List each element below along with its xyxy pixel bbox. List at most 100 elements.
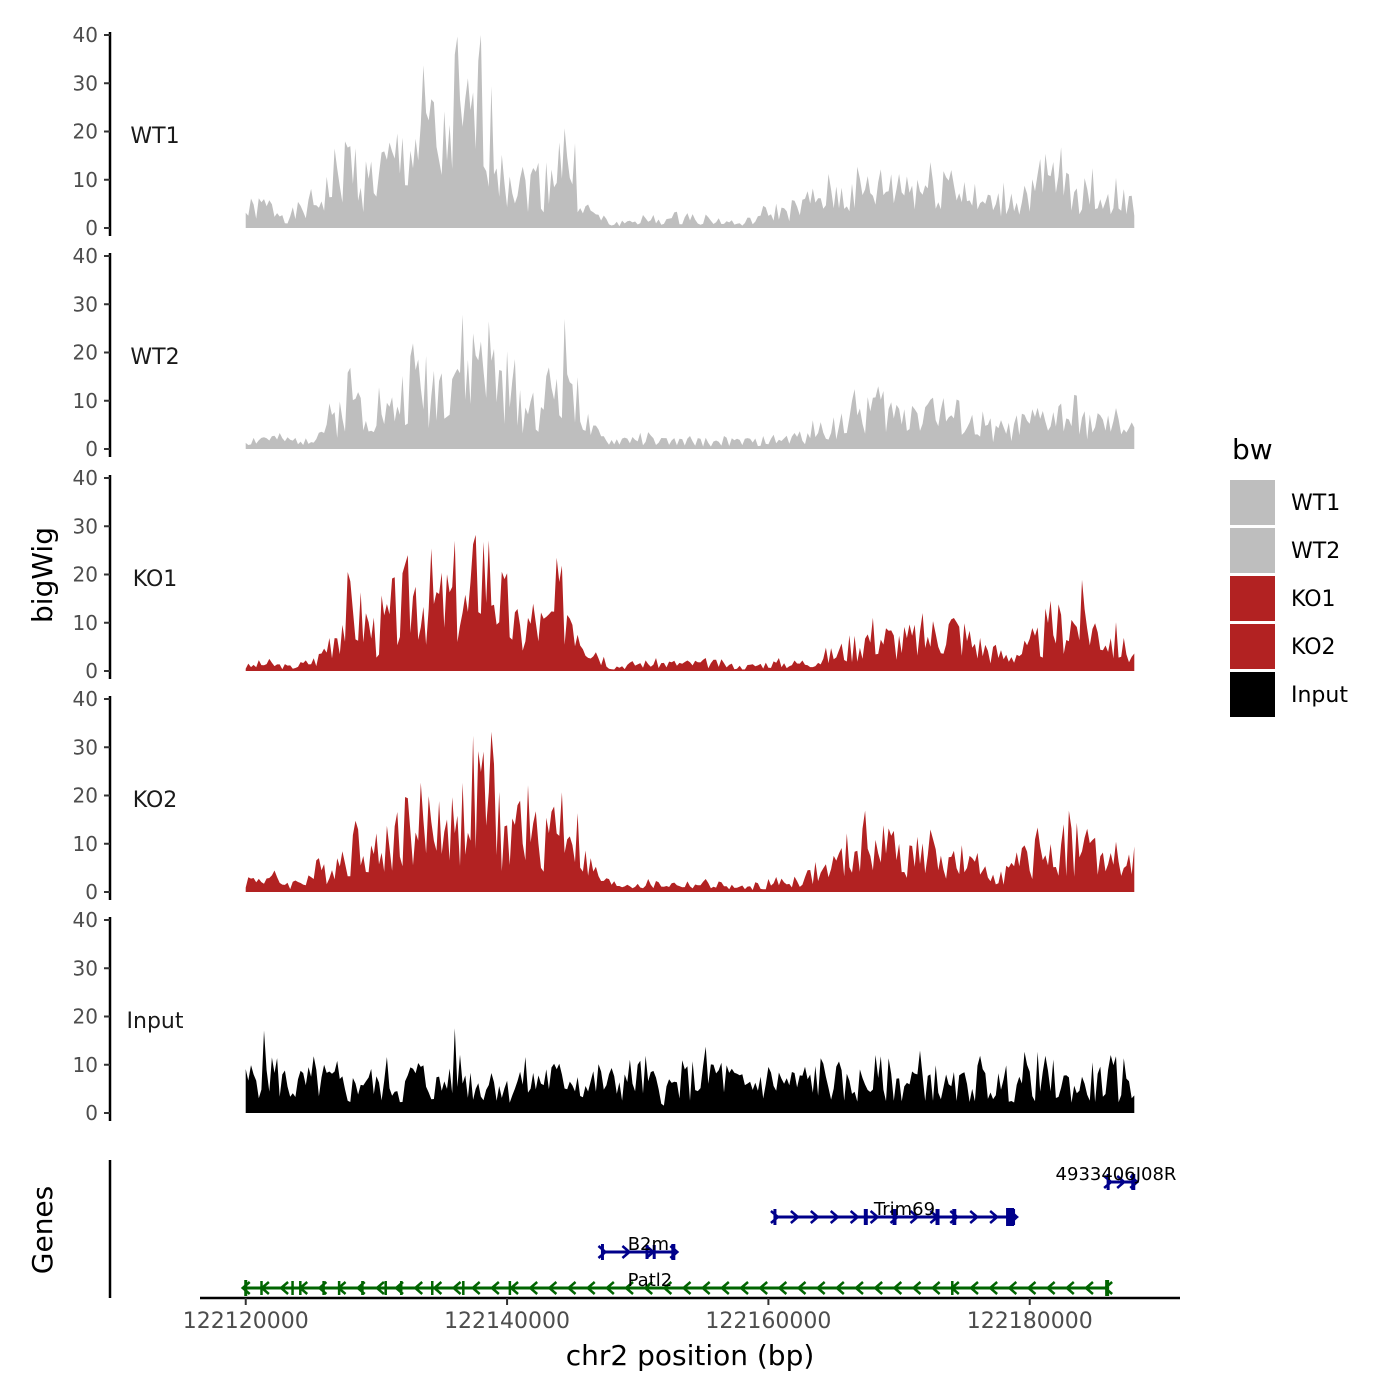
- genes-panel: 4933406J08R Trim69 B2m Patl2: [108, 1160, 1177, 1298]
- exon: [1006, 1208, 1015, 1226]
- strand-arrow: [869, 1210, 880, 1224]
- gene-patl2: Patl2: [240, 1270, 1113, 1296]
- gene-label: Trim69: [873, 1199, 935, 1220]
- exon: [952, 1209, 957, 1225]
- legend-swatch-wt1: [1230, 480, 1275, 525]
- gene-label: B2m: [628, 1234, 669, 1255]
- strand-arrow: [1045, 1281, 1056, 1295]
- y-tick-label: 0: [85, 659, 98, 683]
- strand-arrow: [834, 1281, 845, 1295]
- y-tick-label: 30: [73, 71, 98, 95]
- gene-label: 4933406J08R: [1056, 1164, 1177, 1185]
- exon: [431, 1281, 434, 1295]
- strand-arrow: [662, 1281, 673, 1295]
- exon: [508, 1281, 512, 1295]
- gene-b2m: B2m: [597, 1234, 680, 1260]
- y-tick-label: 30: [73, 514, 98, 538]
- genes-axis-title: Genes: [26, 1186, 59, 1274]
- y-tick-label: 30: [73, 292, 98, 316]
- track-ko1: 0 10 20 30 40 KO1: [73, 466, 1135, 683]
- track-wt1: 0 10 20 30 40 WT1: [73, 23, 1135, 240]
- strand-arrow: [374, 1281, 385, 1295]
- gene-4933406j08r: 4933406J08R: [1056, 1164, 1177, 1190]
- strand-arrow: [279, 1281, 289, 1295]
- strand-arrow: [1116, 1175, 1127, 1189]
- y-tick-label: 20: [73, 784, 98, 808]
- strand-arrow: [604, 1281, 615, 1295]
- strand-arrow: [777, 1281, 788, 1295]
- x-tick-label: 122120000: [183, 1309, 309, 1334]
- strand-arrow: [432, 1281, 443, 1295]
- exon: [600, 1244, 604, 1260]
- exon: [322, 1281, 325, 1295]
- exon: [244, 1280, 248, 1296]
- strand-arrow: [911, 1281, 922, 1295]
- strand-arrow: [809, 1210, 820, 1224]
- y-tick-label: 40: [73, 908, 98, 932]
- exon: [260, 1281, 263, 1295]
- y-tick-label: 0: [85, 1101, 98, 1125]
- exon: [773, 1209, 777, 1225]
- strand-arrow: [1103, 1175, 1114, 1189]
- strand-arrow: [470, 1281, 481, 1295]
- strand-arrow: [1026, 1281, 1037, 1295]
- strand-arrow: [624, 1281, 634, 1295]
- track-input: 0 10 20 30 40 Input: [73, 908, 1135, 1125]
- exon: [337, 1281, 341, 1295]
- track-label-ko1: KO1: [133, 567, 178, 592]
- area-ko1: [245, 534, 1135, 671]
- track-ko2: 0 10 20 30 40 KO2: [73, 687, 1135, 904]
- area-wt2: [245, 314, 1135, 449]
- track-label-input: Input: [127, 1009, 184, 1034]
- strand-arrow: [585, 1281, 596, 1295]
- strand-arrow: [815, 1281, 826, 1295]
- y-tick-label: 40: [73, 244, 98, 268]
- y-tick-label: 30: [73, 735, 98, 759]
- y-tick-label: 10: [73, 168, 98, 192]
- strand-arrow: [240, 1281, 251, 1295]
- area-input: [245, 1028, 1135, 1113]
- y-tick-label: 40: [73, 23, 98, 47]
- strand-arrow: [451, 1281, 462, 1295]
- exon: [863, 1209, 868, 1225]
- strand-arrow: [719, 1281, 730, 1295]
- x-tick-label: 122140000: [444, 1309, 570, 1334]
- track-label-wt2: WT2: [130, 345, 179, 370]
- y-tick-label: 20: [73, 120, 98, 144]
- area-wt1: [245, 35, 1135, 228]
- exon: [671, 1244, 676, 1260]
- strand-arrow: [854, 1281, 864, 1295]
- exon: [1106, 1174, 1110, 1190]
- strand-arrow: [969, 1281, 979, 1295]
- strand-arrow: [413, 1281, 424, 1295]
- y-tick-label: 0: [85, 216, 98, 240]
- exon: [892, 1209, 897, 1225]
- exon: [652, 1245, 656, 1259]
- y-tick-label: 20: [73, 341, 98, 365]
- strand-arrow: [1084, 1281, 1094, 1295]
- y-tick-label: 10: [73, 389, 98, 413]
- x-tick-label: 122160000: [705, 1309, 831, 1334]
- strand-arrow: [597, 1245, 608, 1259]
- strand-arrow: [1007, 1281, 1018, 1295]
- strand-arrow: [621, 1245, 632, 1259]
- track-wt2: 0 10 20 30 40 WT2: [73, 244, 1135, 461]
- exon: [299, 1281, 302, 1295]
- strand-arrow: [547, 1281, 558, 1295]
- gene-label: Patl2: [628, 1270, 673, 1291]
- strand-arrow: [1064, 1281, 1075, 1295]
- strand-arrow: [681, 1281, 692, 1295]
- strand-arrow: [489, 1281, 500, 1295]
- strand-arrow: [796, 1281, 807, 1295]
- signal-tracks: 0 10 20 30 40 WT1 0 10 20 30 40 WT2 0 10 20 30 40 KO1 0 10 2…: [73, 23, 1135, 1125]
- legend-swatch-ko2: [1230, 624, 1275, 669]
- strand-arrow: [969, 1210, 980, 1224]
- exon: [951, 1281, 954, 1295]
- strand-arrow: [739, 1281, 749, 1295]
- strand-arrow: [930, 1281, 941, 1295]
- legend-label-wt1: WT1: [1291, 491, 1340, 516]
- strand-arrow: [829, 1210, 840, 1224]
- area-ko2: [245, 731, 1135, 892]
- legend-label-ko1: KO1: [1291, 587, 1336, 612]
- exon: [1105, 1280, 1110, 1296]
